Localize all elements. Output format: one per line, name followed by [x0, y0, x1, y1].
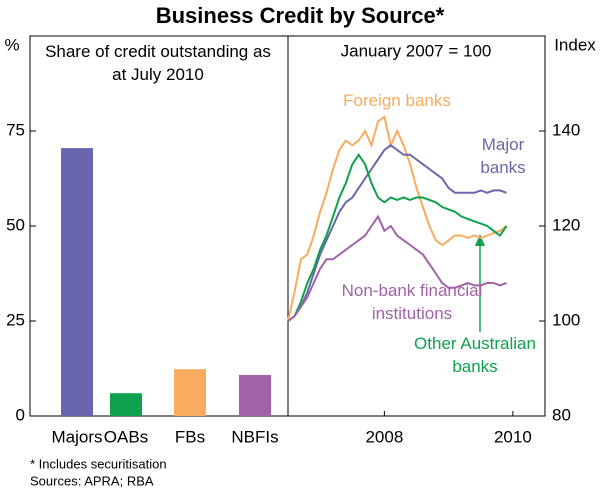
x-tick-label: Majors	[51, 427, 102, 446]
note: * Includes securitisation	[30, 456, 167, 471]
bar	[61, 148, 93, 416]
y-tick-label: 80	[552, 405, 571, 424]
note: Sources: APRA; RBA	[30, 473, 154, 488]
x-tick-label: FBs	[175, 427, 205, 446]
line	[287, 153, 508, 322]
bar	[174, 369, 206, 416]
subtitle: January 2007 = 100	[341, 41, 492, 60]
line	[287, 144, 507, 322]
x-tick-label: OABs	[104, 427, 148, 446]
x-tick-label: 2008	[365, 427, 403, 446]
series-label: Foreign banks	[343, 91, 451, 110]
y-tick-label: 140	[552, 120, 580, 139]
y-tick-label: 100	[552, 310, 580, 329]
y-tick-label: 25	[6, 310, 25, 329]
subtitle: Share of credit outstanding as at July 2…	[45, 42, 271, 84]
series-label: Major banks	[480, 135, 526, 177]
line	[287, 214, 507, 322]
y-label: Index	[554, 35, 596, 54]
bar	[110, 393, 142, 416]
y-tick-label: 75	[6, 120, 25, 139]
bar	[239, 374, 271, 416]
y-tick-label: 120	[552, 215, 580, 234]
arrow-head	[475, 234, 485, 246]
y-tick-label: 0	[16, 405, 25, 424]
x-tick-label: NBFIs	[231, 427, 278, 446]
series-label: Non-bank financial institutions	[341, 281, 483, 323]
y-tick-label: 50	[6, 215, 25, 234]
x-tick-label: 2010	[494, 427, 532, 446]
y-label: %	[4, 35, 19, 54]
line	[287, 115, 508, 322]
chart-title: Business Credit by Source*	[156, 3, 445, 28]
series-label: Other Australian banks	[414, 334, 536, 376]
